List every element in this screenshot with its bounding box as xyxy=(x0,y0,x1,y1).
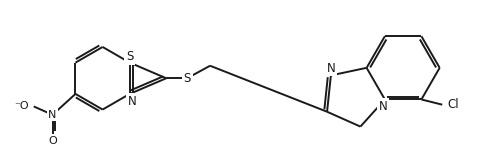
Text: ⁻O: ⁻O xyxy=(14,101,28,111)
Text: N: N xyxy=(127,95,136,108)
Text: S: S xyxy=(183,72,191,85)
Text: Cl: Cl xyxy=(447,98,459,111)
Text: N: N xyxy=(326,62,335,75)
Text: S: S xyxy=(126,50,133,63)
Text: N: N xyxy=(48,110,57,120)
Text: N: N xyxy=(378,100,387,113)
Text: O: O xyxy=(48,136,57,146)
